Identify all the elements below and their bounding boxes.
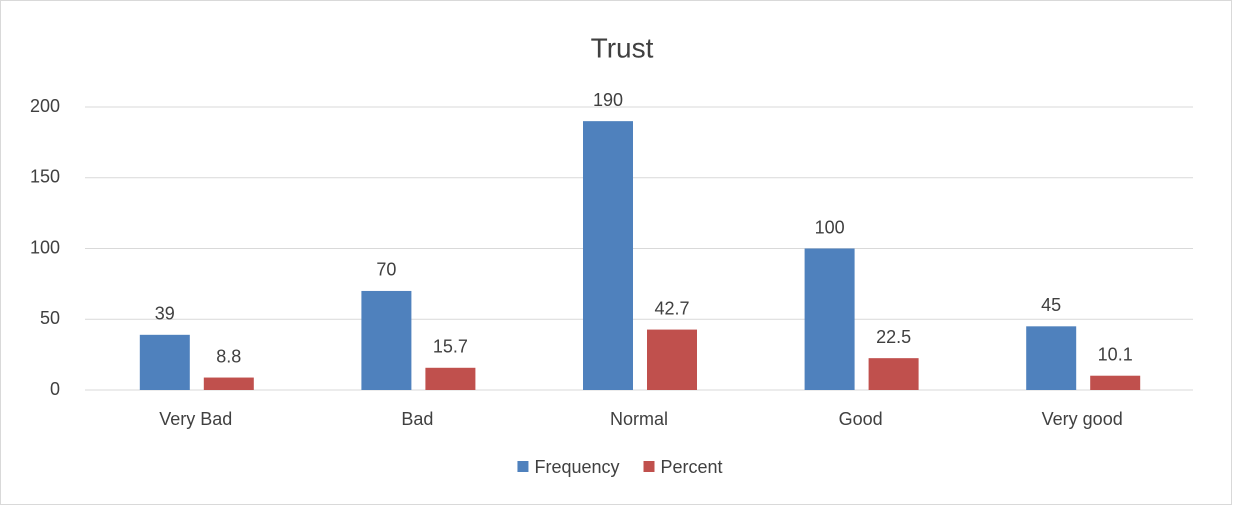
y-tick-label: 0 [50, 379, 60, 399]
x-tick-label: Very good [1042, 409, 1123, 429]
data-label: 42.7 [654, 298, 689, 318]
legend-swatch [643, 461, 655, 472]
bar [361, 290, 412, 390]
data-label: 15.7 [433, 337, 468, 357]
bar [425, 367, 476, 390]
x-tick-label: Bad [401, 409, 433, 429]
bar [647, 329, 697, 390]
legend-label: Frequency [534, 457, 619, 477]
data-label: 22.5 [876, 327, 911, 347]
x-tick-label: Good [839, 409, 883, 429]
bar [868, 358, 919, 390]
data-label: 39 [155, 304, 175, 324]
x-tick-label: Very Bad [159, 409, 232, 429]
bar [203, 377, 254, 390]
y-tick-label: 150 [30, 167, 60, 187]
y-tick-label: 100 [30, 237, 60, 257]
bar [583, 121, 633, 391]
data-label: 45 [1041, 295, 1061, 315]
bar [139, 334, 190, 390]
data-label: 70 [376, 260, 396, 280]
data-label: 100 [815, 217, 845, 237]
bar [804, 248, 855, 390]
legend-label: Percent [661, 457, 723, 477]
y-tick-label: 200 [30, 96, 60, 116]
data-label: 190 [593, 90, 623, 110]
bar [1090, 375, 1141, 390]
data-label: 10.1 [1098, 344, 1133, 364]
bar [1026, 326, 1077, 390]
legend-swatch [517, 461, 529, 472]
x-tick-label: Normal [610, 409, 668, 429]
y-tick-label: 50 [40, 308, 60, 328]
chart-title: Trust [591, 32, 654, 63]
data-label: 8.8 [216, 346, 241, 366]
